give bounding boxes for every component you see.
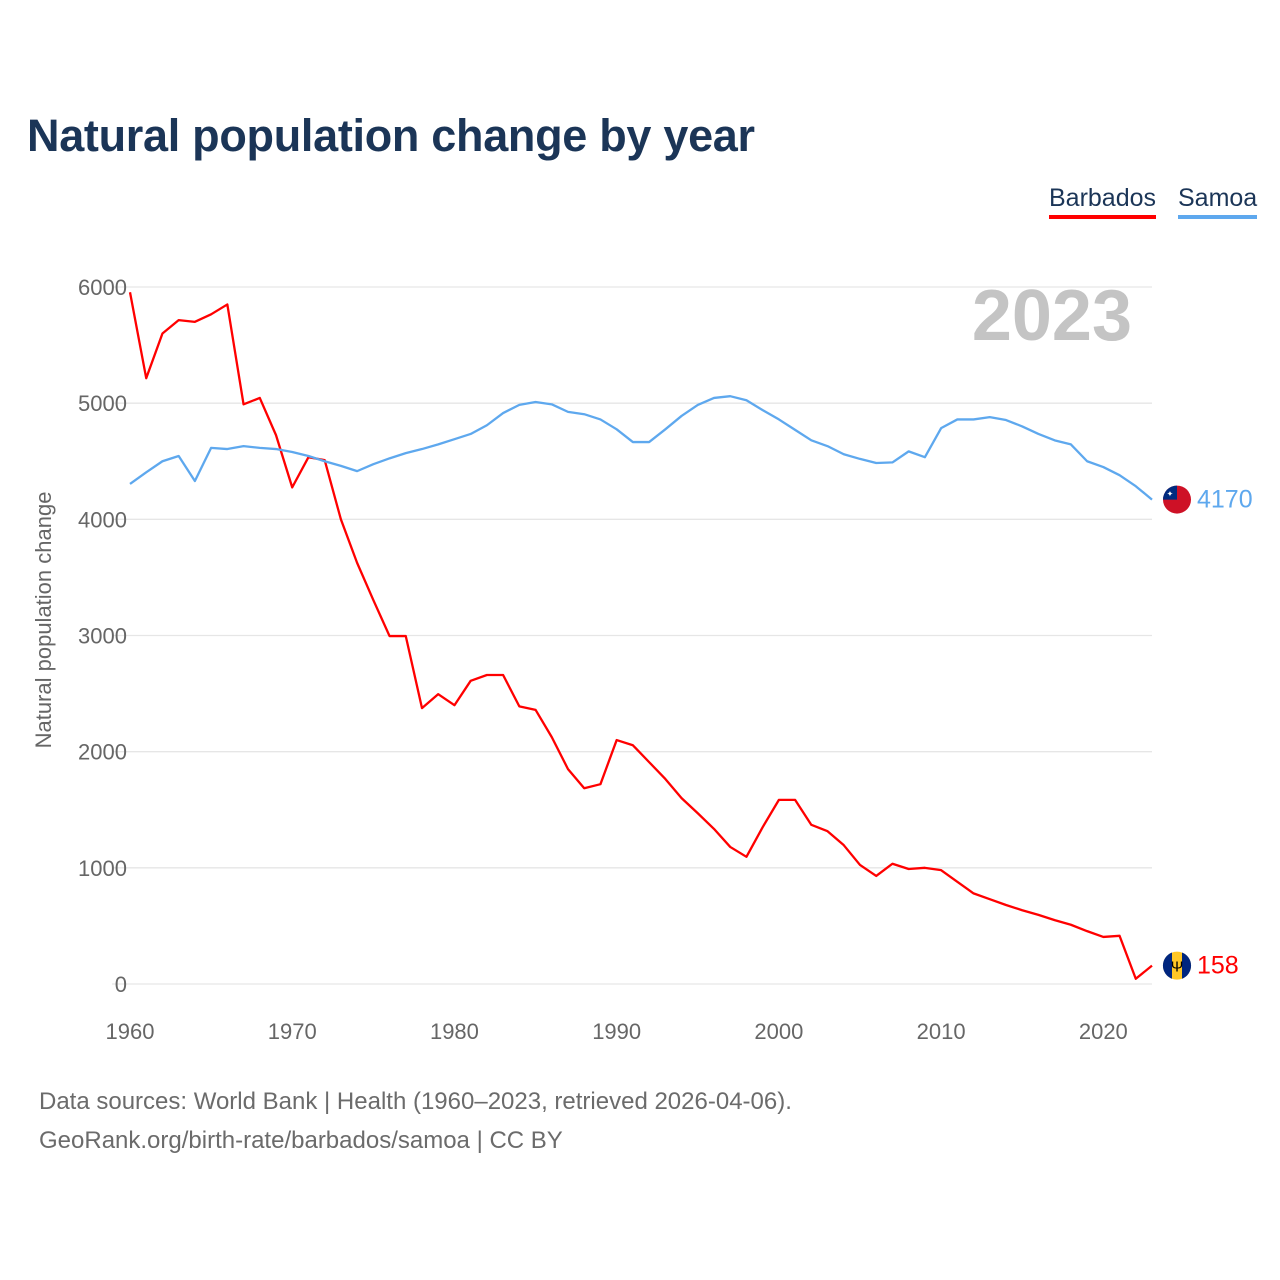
x-tick-label: 1990 [592, 1019, 641, 1044]
y-tick-label: 3000 [78, 624, 127, 649]
flag-icon-barbados: Ψ [1162, 951, 1192, 980]
x-tick-label: 2010 [917, 1019, 966, 1044]
x-tick-label: 2020 [1079, 1019, 1128, 1044]
series-line-samoa [129, 395, 1153, 501]
x-tick-label: 1970 [268, 1019, 317, 1044]
svg-text:Ψ: Ψ [1171, 959, 1184, 976]
x-tick-label: 1980 [430, 1019, 479, 1044]
series-line-barbados [128, 292, 1153, 980]
x-tick-label: 1960 [106, 1019, 155, 1044]
chart-title: Natural population change by year [27, 110, 755, 161]
svg-text:✦: ✦ [1167, 490, 1174, 499]
current-year-label: 2023 [972, 276, 1132, 356]
end-value-label-samoa: 4170 [1197, 486, 1253, 514]
legend-item-barbados[interactable]: Barbados [1049, 184, 1157, 219]
end-value-label-barbados: 158 [1197, 952, 1239, 980]
y-tick-label: 0 [115, 972, 127, 997]
y-tick-label: 5000 [78, 391, 127, 416]
y-tick-label: 4000 [78, 507, 127, 532]
attribution-link[interactable]: GeoRank.org/birth-rate/barbados/samoa | … [39, 1127, 563, 1154]
y-tick-label: 2000 [78, 740, 127, 765]
legend-item-samoa[interactable]: Samoa [1178, 184, 1258, 219]
flag-icon-samoa: ✦ [1163, 485, 1191, 514]
data-source-text: Data sources: World Bank | Health (1960–… [39, 1088, 792, 1115]
y-tick-label: 1000 [78, 856, 127, 881]
y-tick-label: 6000 [78, 275, 127, 300]
x-tick-label: 2000 [754, 1019, 803, 1044]
y-axis-label: Natural population change [31, 492, 56, 749]
